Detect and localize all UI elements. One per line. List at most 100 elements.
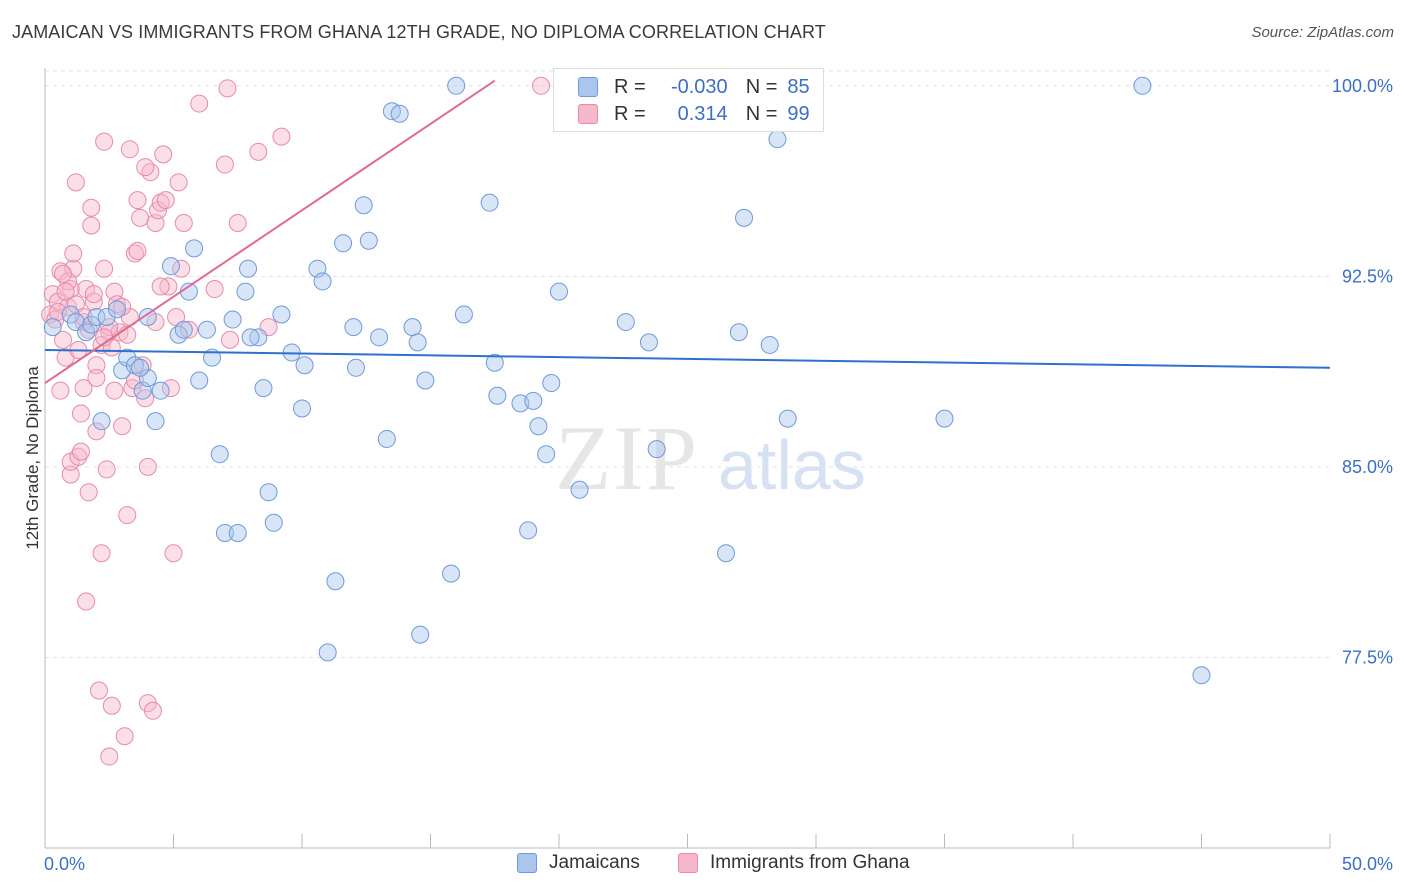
ghana-point bbox=[215, 155, 234, 174]
n-value-ghana: 99 bbox=[787, 102, 810, 125]
n-value-jamaicans: 85 bbox=[787, 75, 810, 98]
jamaican-point bbox=[125, 356, 144, 375]
ghana-point bbox=[84, 285, 103, 304]
x-tick-label-min: 0.0% bbox=[44, 854, 85, 874]
jamaican-point bbox=[293, 399, 311, 418]
labels-layer: 77.5% 85.0% 92.5% 100.0% 0.0% 50.0% 12th Grade… bbox=[23, 76, 1393, 874]
jamaican-point bbox=[524, 391, 543, 410]
jamaican-point bbox=[97, 307, 116, 326]
ghana-point bbox=[228, 213, 247, 232]
jamaican-point bbox=[616, 313, 635, 332]
jamaican-point bbox=[735, 208, 754, 227]
jamaican-point bbox=[359, 231, 378, 250]
jamaican-point bbox=[403, 318, 422, 337]
ghana-point bbox=[141, 163, 160, 182]
chart-title: JAMAICAN VS IMMIGRANTS FROM GHANA 12TH G… bbox=[12, 22, 826, 42]
legend-item-jamaicans[interactable]: Jamaicans bbox=[517, 852, 640, 874]
n-label: N = bbox=[745, 75, 778, 98]
legend-item-ghana[interactable]: Immigrants from Ghana bbox=[678, 852, 910, 874]
ghana-point bbox=[154, 145, 173, 164]
ghana-point bbox=[143, 701, 162, 720]
jamaican-point bbox=[326, 572, 345, 591]
ghana-point bbox=[102, 696, 121, 715]
ghana-point bbox=[120, 140, 139, 159]
jamaican-point bbox=[454, 305, 473, 324]
ghana-point bbox=[53, 264, 72, 283]
jamaican-point bbox=[529, 417, 548, 436]
jamaican-point bbox=[519, 521, 538, 540]
jamaican-point bbox=[480, 193, 499, 212]
jamaican-point bbox=[729, 323, 748, 342]
jamaican-point bbox=[346, 358, 365, 377]
jamaican-point bbox=[223, 310, 242, 329]
legend-swatch-blue bbox=[578, 77, 598, 97]
jamaican-point bbox=[295, 356, 314, 375]
ghana-point bbox=[48, 292, 67, 311]
n-label: N = bbox=[745, 102, 778, 125]
ghana-point bbox=[61, 465, 80, 484]
jamaican-point bbox=[542, 374, 561, 393]
jamaican-point bbox=[254, 379, 273, 398]
ghana-point bbox=[82, 216, 101, 235]
jamaican-point bbox=[138, 368, 157, 387]
ghana-point bbox=[190, 94, 209, 113]
jamaican-point bbox=[146, 412, 165, 431]
ghana-point bbox=[131, 208, 150, 227]
ghana-point bbox=[77, 592, 96, 611]
jamaican-point bbox=[344, 318, 363, 337]
stats-row-jamaicans: R = -0.030 N = 85 bbox=[578, 75, 810, 99]
ghana-point bbox=[159, 277, 178, 296]
ghana-point bbox=[56, 282, 75, 301]
ghana-point bbox=[87, 422, 106, 441]
jamaican-point bbox=[447, 76, 466, 95]
ghana-point bbox=[532, 76, 551, 95]
ghana-point bbox=[100, 318, 119, 337]
ghana-point bbox=[95, 259, 114, 278]
jamaican-point bbox=[411, 625, 430, 644]
ghana-point bbox=[74, 379, 93, 398]
ghana-point bbox=[95, 132, 114, 151]
watermark-atlas: atlas bbox=[718, 426, 866, 504]
ghana-point bbox=[172, 259, 191, 278]
x-tick-label-max: 50.0% bbox=[1342, 854, 1393, 874]
jamaican-point bbox=[107, 300, 126, 319]
jamaican-point bbox=[210, 445, 229, 464]
y-tick-label: 77.5% bbox=[1342, 647, 1393, 667]
r-label: R = bbox=[614, 75, 646, 98]
jamaican-point bbox=[161, 257, 180, 276]
jamaican-point bbox=[190, 371, 209, 390]
ghana-point bbox=[89, 681, 108, 700]
ghana-point bbox=[174, 213, 193, 232]
ghana-point bbox=[151, 277, 170, 296]
ghana-point bbox=[71, 442, 90, 461]
jamaican-point bbox=[264, 513, 283, 532]
ghana-point bbox=[169, 173, 188, 192]
jamaican-point bbox=[215, 523, 234, 542]
y-tick-label: 100.0% bbox=[1332, 76, 1393, 96]
jamaican-point bbox=[174, 320, 193, 339]
ghana-point bbox=[97, 460, 116, 479]
jamaican-point bbox=[151, 381, 170, 400]
y-tick-label: 92.5% bbox=[1342, 266, 1393, 286]
ghana-point bbox=[272, 127, 291, 146]
jamaican-point bbox=[537, 445, 556, 464]
jamaican-point bbox=[318, 643, 337, 662]
jamaican-point bbox=[259, 483, 278, 502]
jamaican-point bbox=[550, 282, 568, 301]
ghana-point bbox=[71, 404, 90, 423]
ghana-point bbox=[136, 158, 155, 177]
ghana-point bbox=[118, 506, 137, 525]
jamaican-point bbox=[570, 480, 589, 499]
jamaican-point bbox=[390, 104, 409, 123]
ghana-point bbox=[51, 381, 70, 400]
ghana-point bbox=[218, 79, 237, 98]
jamaican-point bbox=[1192, 666, 1211, 685]
series-ghana-points bbox=[41, 76, 551, 766]
r-value-jamaicans: -0.030 bbox=[670, 75, 728, 98]
jamaican-point bbox=[639, 333, 658, 352]
jamaican-point bbox=[1133, 76, 1152, 95]
jamaican-point bbox=[236, 282, 255, 301]
ghana-point bbox=[64, 244, 83, 263]
ghana-point bbox=[79, 483, 98, 502]
